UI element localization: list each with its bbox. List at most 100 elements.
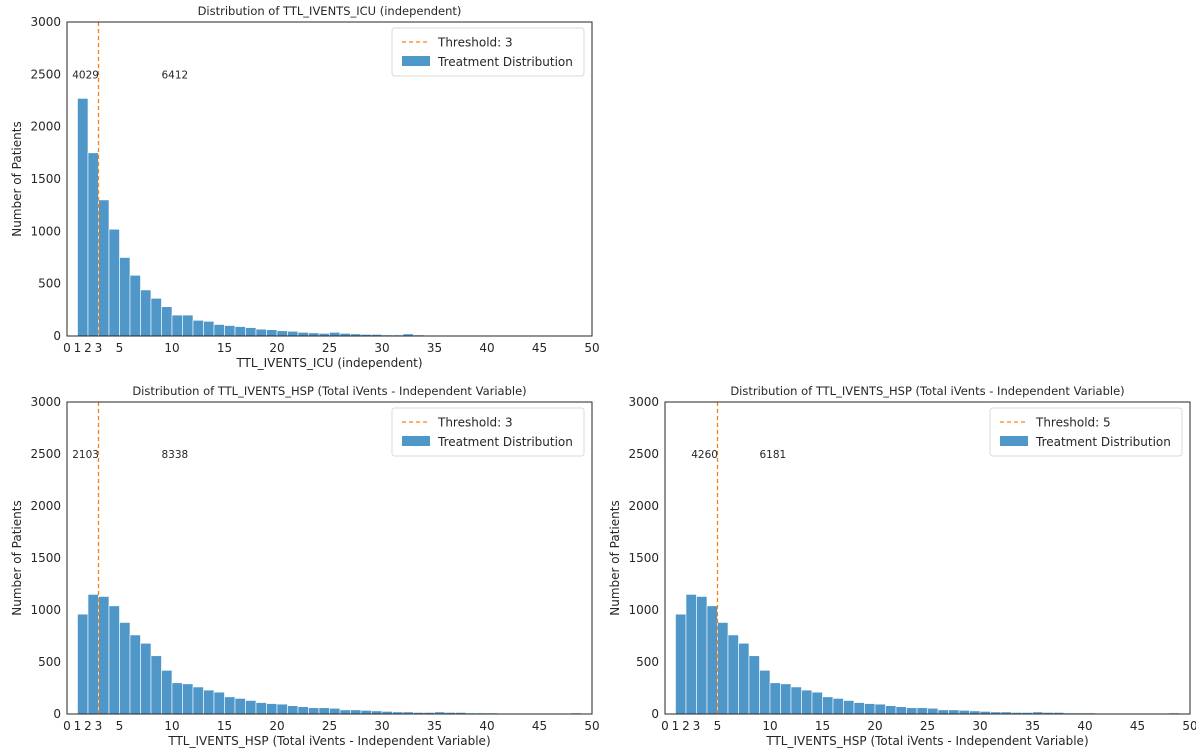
histogram-bar [685,594,697,715]
x-axis-label: TTL_IVENTS_HSP (Total iVents - Independe… [167,734,490,748]
x-tick-label: 40 [1077,719,1092,733]
histogram-bar [234,698,246,715]
x-tick-label: 20 [867,719,882,733]
x-tick-label: 50 [584,719,599,733]
histogram-bar [129,274,141,337]
histogram-bar [339,709,351,715]
legend-bar-swatch [1000,436,1028,446]
legend: Threshold: 3 Treatment Distribution [391,27,585,77]
legend-series-label: Treatment Distribution [1035,435,1171,449]
x-tick-label: 15 [217,341,232,355]
x-axis-label: TTL_IVENTS_HSP (Total iVents - Independe… [765,734,1088,748]
y-tick-label: 2500 [628,447,659,461]
y-tick-label: 3000 [30,15,61,29]
chart-title: Distribution of TTL_IVENTS_HSP (Total iV… [132,384,526,398]
x-axis-label: TTL_IVENTS_ICU (independent) [235,356,422,370]
legend-bar-swatch [402,56,430,66]
x-tick-label: 20 [269,719,284,733]
histogram-bar [161,306,173,337]
histogram-bar [161,670,173,715]
histogram-bar [696,596,708,715]
y-tick-label: 0 [53,329,61,343]
histogram-bar [906,707,918,715]
y-tick-label: 500 [38,655,61,669]
histogram-bar [864,703,876,715]
histogram-bar [297,706,309,715]
x-tick-label: 1 [74,341,82,355]
histogram-bar [801,689,813,715]
histogram-bar [958,710,970,715]
y-tick-label: 1000 [30,603,61,617]
x-tick-label: 2 [84,341,92,355]
legend-box [989,407,1183,457]
histogram-bar [234,326,246,337]
x-tick-label: 3 [95,341,103,355]
count-annotation: 4260 [691,449,718,461]
histogram-bar [150,655,162,715]
histogram-bar [853,702,865,715]
x-tick-label: 0 [63,719,71,733]
x-tick-label: 0 [661,719,669,733]
histogram-bar [874,703,886,715]
x-tick-label: 40 [479,341,494,355]
x-tick-label: 45 [532,719,547,733]
histogram-bar [129,634,141,715]
y-tick-label: 3000 [628,395,659,409]
y-tick-label: 1000 [628,603,659,617]
x-tick-label: 1 [74,719,82,733]
chart-panel-3: Distribution of TTL_IVENTS_HSP (Total iV… [608,384,1196,748]
histogram-bar [276,330,288,337]
histogram-bar [308,707,320,715]
histogram-bar [182,683,194,715]
legend-box [391,407,585,457]
x-tick-label: 3 [95,719,103,733]
legend-series-label: Treatment Distribution [437,55,573,69]
chart-title: Distribution of TTL_IVENTS_ICU (independ… [198,4,462,18]
x-tick-label: 50 [1182,719,1196,733]
histogram-bar [706,605,718,715]
x-tick-label: 20 [269,341,284,355]
histogram-bar [266,329,278,337]
x-tick-label: 15 [217,719,232,733]
x-tick-label: 25 [920,719,935,733]
chart-panel-1: Distribution of TTL_IVENTS_ICU (independ… [10,4,600,370]
count-annotation: 6412 [162,69,189,81]
y-tick-label: 2500 [30,67,61,81]
y-tick-label: 2000 [30,499,61,513]
legend-box [391,27,585,77]
y-axis-label: Number of Patients [10,121,24,236]
count-annotation: 8338 [162,449,189,461]
histogram-bar [832,698,844,715]
histogram-bar [769,682,781,715]
histogram-bar [717,622,729,715]
y-tick-label: 500 [636,655,659,669]
histogram-bar [224,696,236,715]
x-tick-label: 3 [693,719,701,733]
histogram-bar [98,596,110,715]
histogram-bar [790,686,802,715]
y-tick-label: 500 [38,277,61,291]
legend-threshold-label: Threshold: 3 [437,416,513,430]
histogram-bar [108,228,120,337]
x-tick-label: 45 [1130,719,1145,733]
histogram-bar [213,691,225,715]
x-tick-label: 2 [682,719,690,733]
histogram-bar [811,691,823,715]
x-tick-label: 30 [374,719,389,733]
histogram-bar [203,321,215,337]
x-tick-label: 30 [972,719,987,733]
legend-threshold-label: Threshold: 3 [437,36,513,50]
histogram-bar [245,327,257,337]
x-tick-label: 1 [672,719,680,733]
histogram-bar [780,683,792,715]
histogram-bar [675,613,687,715]
x-tick-label: 5 [116,719,124,733]
histogram-bar [266,703,278,715]
x-tick-label: 35 [1025,719,1040,733]
y-tick-label: 2000 [30,120,61,134]
histogram-bar [822,696,834,715]
histogram-bar [937,709,949,715]
histogram-bar [927,707,939,715]
x-tick-label: 25 [322,719,337,733]
histogram-bar [98,199,110,337]
